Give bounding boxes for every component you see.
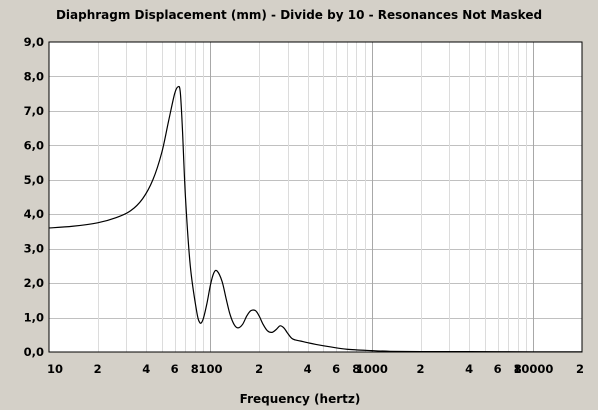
x-tick-label: 6 [332,362,340,376]
y-tick-label: 7,0 [24,104,44,118]
plot-area [49,42,582,352]
y-tick-label: 2,0 [24,276,44,290]
y-tick-label: 5,0 [24,173,44,187]
x-tick-label: 1000 [356,362,388,376]
x-tick-label: 4 [465,362,473,376]
x-tick-label: 6 [171,362,179,376]
x-tick-label: 10 [47,362,63,376]
y-tick-label: 9,0 [24,35,44,49]
x-tick-label: 4 [304,362,312,376]
y-tick-label: 4,0 [24,207,44,221]
x-tick-label: 2 [576,362,584,376]
series-line [48,85,583,353]
y-tick-label: 6,0 [24,138,44,152]
x-tick-label: 2 [94,362,102,376]
y-tick-label: 8,0 [24,69,44,83]
plot-frame [48,41,583,353]
x-tick-label: 8 [514,362,522,376]
y-axis: 0,0 1,0 2,0 3,0 4,0 5,0 6,0 7,0 8,0 9,0 [24,35,44,359]
x-tick-label: 6 [494,362,502,376]
x-tick-label: 10000 [513,362,553,376]
y-tick-label: 3,0 [24,242,44,256]
x-tick-label: 2 [255,362,263,376]
series-layer [48,85,583,353]
x-tick-label: 8 [352,362,360,376]
x-tick-label: 8 [191,362,199,376]
x-axis-label: Frequency (hertz) [240,392,361,406]
x-tick-label: 2 [417,362,425,376]
y-tick-label: 1,0 [24,311,44,325]
chart-title: Diaphragm Displacement (mm) - Divide by … [56,8,542,22]
y-tick-label: 0,0 [24,345,44,359]
x-tick-label: 4 [142,362,150,376]
x-tick-label: 100 [198,362,222,376]
